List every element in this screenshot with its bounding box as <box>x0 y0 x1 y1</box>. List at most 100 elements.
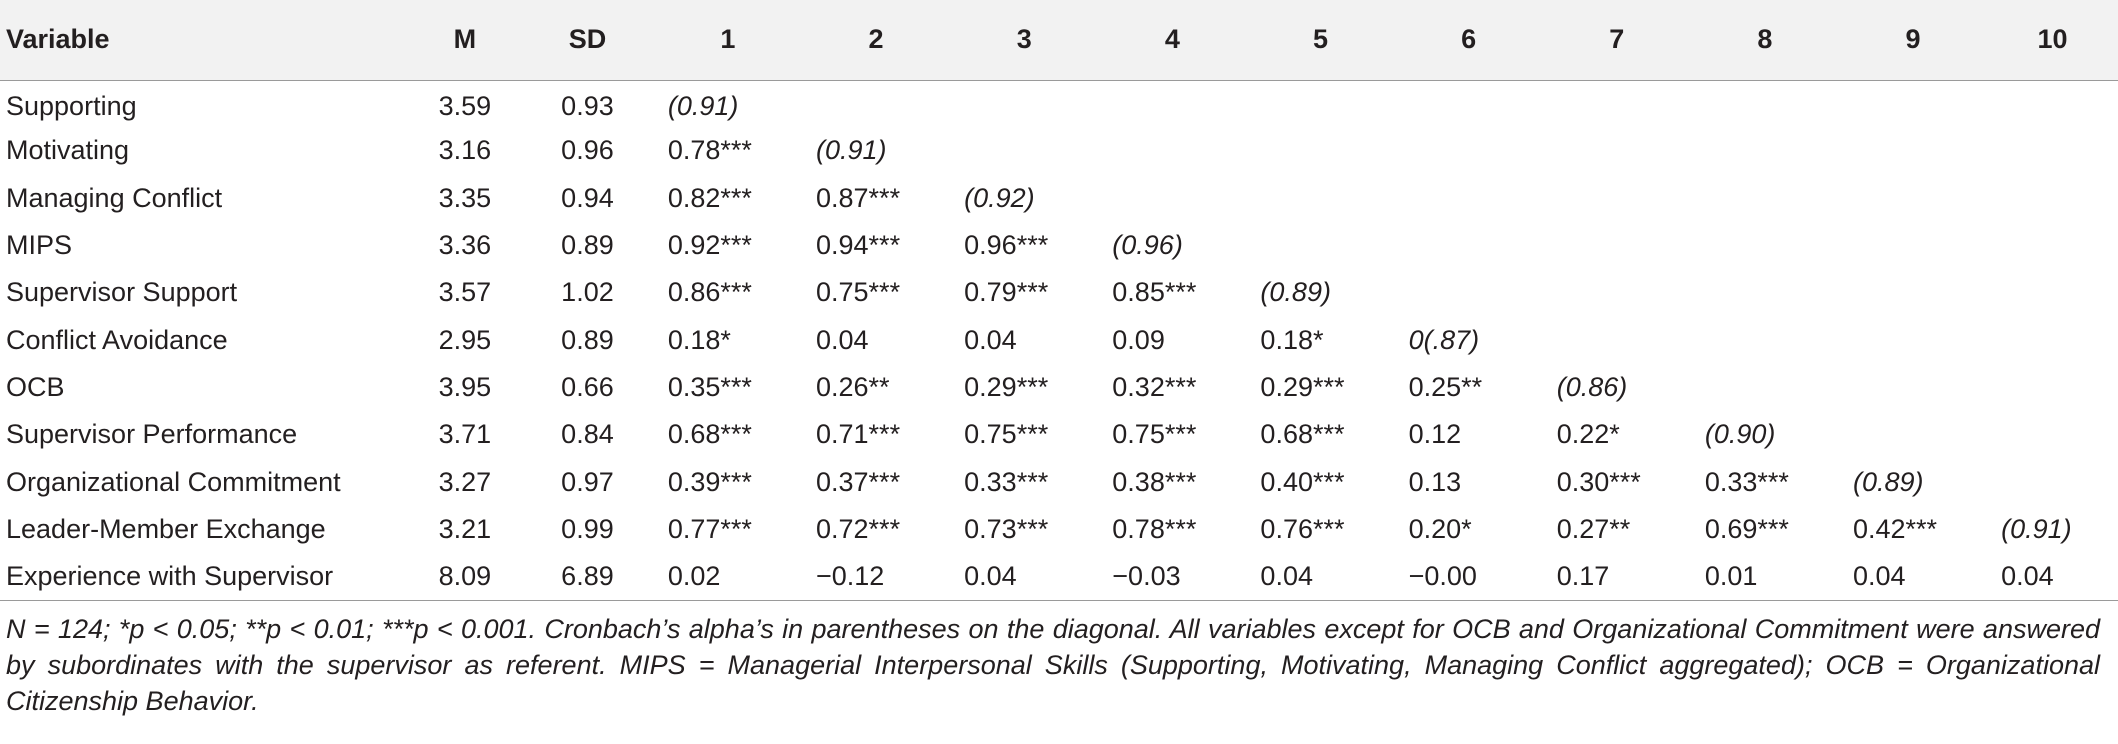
correlation-cell: 0.77*** <box>667 513 752 544</box>
variable-name-cell: Motivating <box>6 135 130 166</box>
correlation-cell <box>1098 175 1246 222</box>
correlation-cell: −0.03 <box>1112 560 1181 591</box>
column-header-6: 6 <box>1461 24 1477 55</box>
mean-cell: 3.95 <box>438 371 492 402</box>
correlation-cell <box>1987 458 2118 505</box>
sd-cell: 0.84 <box>561 419 614 450</box>
variable-name-cell: Supporting <box>6 91 137 122</box>
correlation-cell: 0.78*** <box>667 135 752 166</box>
table-row: Supervisor Support 3.57 1.02 0.86*** 0.75***… <box>0 269 2118 316</box>
correlation-cell: 0.75*** <box>816 277 901 308</box>
correlation-cell: 0.68*** <box>1260 419 1345 450</box>
column-header-3: 3 <box>1016 24 1032 55</box>
correlation-cell: 0.86*** <box>667 277 752 308</box>
table-row: Organizational Commitment 3.27 0.97 0.39***… <box>0 458 2118 505</box>
correlation-cell: 0.82*** <box>667 182 752 213</box>
correlation-cell <box>950 127 1098 174</box>
sd-cell: 1.02 <box>561 277 614 308</box>
correlation-cell: 0.12 <box>1408 419 1462 450</box>
mean-cell: 3.71 <box>438 419 492 450</box>
correlation-cell <box>1246 80 1394 127</box>
variable-name-cell: Organizational Commitment <box>6 466 341 497</box>
correlation-cell: 0.71*** <box>816 419 901 450</box>
mean-cell: 8.09 <box>438 560 492 591</box>
column-header-8: 8 <box>1757 24 1773 55</box>
correlation-cell: 0.02 <box>667 560 721 591</box>
mean-cell: 3.57 <box>438 277 492 308</box>
correlation-cell: 0.33*** <box>964 466 1049 497</box>
correlation-cell <box>1691 316 1839 363</box>
correlation-cell: 0.04 <box>816 324 869 355</box>
correlation-cell: 0.76*** <box>1260 513 1345 544</box>
correlation-cell: 0.40*** <box>1260 466 1345 497</box>
mean-cell: 3.59 <box>438 91 492 122</box>
correlation-cell: 0.18* <box>1260 324 1324 355</box>
correlation-cell: 0.04 <box>964 324 1017 355</box>
alpha-diagonal-cell: 0(.87) <box>1408 324 1480 355</box>
correlation-cell <box>1098 80 1246 127</box>
table-row: Experience with Supervisor 8.09 6.89 0.02 −0… <box>0 553 2118 601</box>
mean-cell: 3.35 <box>438 182 492 213</box>
column-header-m: M <box>453 24 477 55</box>
correlation-cell <box>1543 316 1691 363</box>
correlation-cell: 0.94*** <box>816 230 901 261</box>
correlation-cell: −0.00 <box>1408 560 1477 591</box>
table-header: Variable M SD 1 2 3 4 5 6 7 8 9 10 <box>0 0 2118 80</box>
sd-cell: 0.94 <box>561 182 614 213</box>
correlation-cell: 0.20* <box>1408 513 1472 544</box>
correlation-cell: 0.09 <box>1112 324 1165 355</box>
correlation-cell <box>1395 127 1543 174</box>
alpha-diagonal-cell: (0.91) <box>2001 513 2072 544</box>
correlation-cell: 0.35*** <box>667 371 752 402</box>
table-row: Conflict Avoidance 2.95 0.89 0.18* 0.04 0.04 0… <box>0 316 2118 363</box>
column-header-7: 7 <box>1609 24 1625 55</box>
column-header-5: 5 <box>1312 24 1328 55</box>
column-header-4: 4 <box>1164 24 1180 55</box>
correlation-cell: 0.25** <box>1408 371 1483 402</box>
correlation-cell: 0.78*** <box>1112 513 1197 544</box>
correlation-cell <box>1543 269 1691 316</box>
alpha-diagonal-cell: (0.91) <box>667 91 739 122</box>
correlation-cell <box>1543 80 1691 127</box>
sd-cell: 0.96 <box>561 135 614 166</box>
alpha-diagonal-cell: (0.92) <box>964 182 1035 213</box>
variable-name-cell: Experience with Supervisor <box>6 560 334 591</box>
correlation-cell <box>1098 127 1246 174</box>
correlation-cell: 0.29*** <box>1260 371 1345 402</box>
correlation-cell: 0.32*** <box>1112 371 1197 402</box>
correlation-cell <box>1987 80 2118 127</box>
correlation-cell: 0.18* <box>667 324 731 355</box>
correlation-cell: 0.85*** <box>1112 277 1197 308</box>
correlation-cell: 0.92*** <box>667 230 752 261</box>
variable-name-cell: MIPS <box>6 230 73 261</box>
variable-name-cell: Supervisor Performance <box>6 419 298 450</box>
correlation-cell <box>1691 80 1839 127</box>
correlation-cell: 0.75*** <box>964 419 1049 450</box>
alpha-diagonal-cell: (0.96) <box>1112 230 1183 261</box>
correlation-cell <box>1395 175 1543 222</box>
correlation-cell: 0.68*** <box>667 419 752 450</box>
correlation-cell: 0.01 <box>1704 560 1758 591</box>
correlation-cell: 0.69*** <box>1704 513 1789 544</box>
alpha-diagonal-cell: (0.89) <box>1852 466 1924 497</box>
correlation-cell <box>1839 269 1987 316</box>
correlation-cell <box>1543 175 1691 222</box>
column-header-9: 9 <box>1905 24 1921 55</box>
mean-cell: 3.21 <box>438 513 492 544</box>
correlation-cell <box>1395 222 1543 269</box>
correlation-cell <box>1839 316 1987 363</box>
mean-cell: 3.36 <box>438 230 492 261</box>
correlation-cell <box>1543 127 1691 174</box>
correlation-cell <box>1543 222 1691 269</box>
column-header-1: 1 <box>720 24 736 55</box>
correlation-table: Variable M SD 1 2 3 4 5 6 7 8 9 10 Suppo… <box>0 0 2118 601</box>
correlation-cell <box>1987 222 2118 269</box>
correlation-cell <box>1987 269 2118 316</box>
correlation-cell: 0.17 <box>1556 560 1610 591</box>
correlation-cell <box>1395 269 1543 316</box>
correlation-cell: 0.04 <box>2001 560 2054 591</box>
correlation-cell <box>1839 364 1987 411</box>
correlation-cell <box>1839 222 1987 269</box>
correlation-cell <box>1691 127 1839 174</box>
variable-name-cell: Leader-Member Exchange <box>6 513 326 544</box>
